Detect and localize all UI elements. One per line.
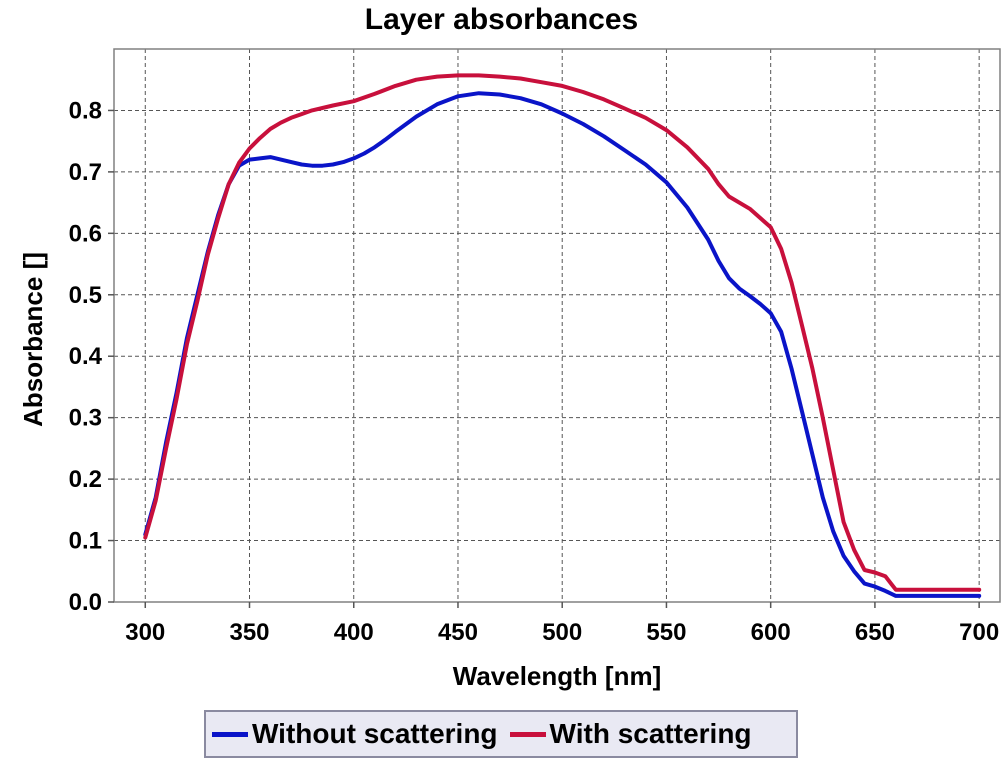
- y-tick-label: 0.3: [69, 405, 102, 432]
- grid: [114, 49, 1000, 602]
- x-tick-label: 650: [855, 619, 895, 646]
- y-tick-label: 0.5: [69, 282, 102, 309]
- x-tick-label: 300: [125, 619, 165, 646]
- plot-frame: [113, 48, 1001, 603]
- line-chart: 300 350 400 450 500 550 600 650 700 0.0 0.1 0.2 0.3…: [18, 48, 1001, 691]
- series-line-0: [143, 91, 982, 598]
- legend-swatch-red: [509, 731, 546, 737]
- y-tick-label: 0.8: [69, 97, 102, 124]
- x-tick-label: 700: [959, 619, 999, 646]
- series-line-1: [143, 73, 982, 592]
- legend: Without scattering With scattering: [204, 710, 798, 758]
- x-tick-label: 600: [751, 619, 791, 646]
- x-tick-label: 550: [646, 619, 686, 646]
- x-tick-label: 400: [334, 619, 374, 646]
- y-tick-label: 0.1: [69, 528, 102, 555]
- legend-label: Without scattering: [252, 718, 498, 749]
- legend-item-without-scattering: Without scattering: [212, 718, 498, 750]
- x-tick-label: 500: [542, 619, 582, 646]
- y-tick-label: 0.2: [69, 466, 102, 493]
- x-tick-label: 450: [438, 619, 478, 646]
- y-tick-label: 0.0: [69, 589, 102, 616]
- x-tick-label: 350: [229, 619, 269, 646]
- x-axis-label: Wavelength [nm]: [453, 661, 661, 691]
- y-tick-label: 0.6: [69, 220, 102, 247]
- series-lines: [143, 73, 982, 598]
- x-axis-ticks: 300 350 400 450 500 550 600 650 700: [125, 602, 999, 646]
- legend-label: With scattering: [549, 718, 752, 749]
- legend-swatch-blue: [212, 731, 248, 737]
- legend-item-with-scattering: With scattering: [509, 718, 752, 750]
- chart-title: Layer absorbances: [364, 3, 639, 36]
- y-tick-label: 0.4: [69, 343, 103, 370]
- y-axis-ticks: 0.0 0.1 0.2 0.3 0.4 0.5 0.6 0.7 0.8: [69, 97, 114, 616]
- y-axis-label: Absorbance []: [18, 252, 48, 427]
- y-tick-label: 0.7: [69, 159, 102, 186]
